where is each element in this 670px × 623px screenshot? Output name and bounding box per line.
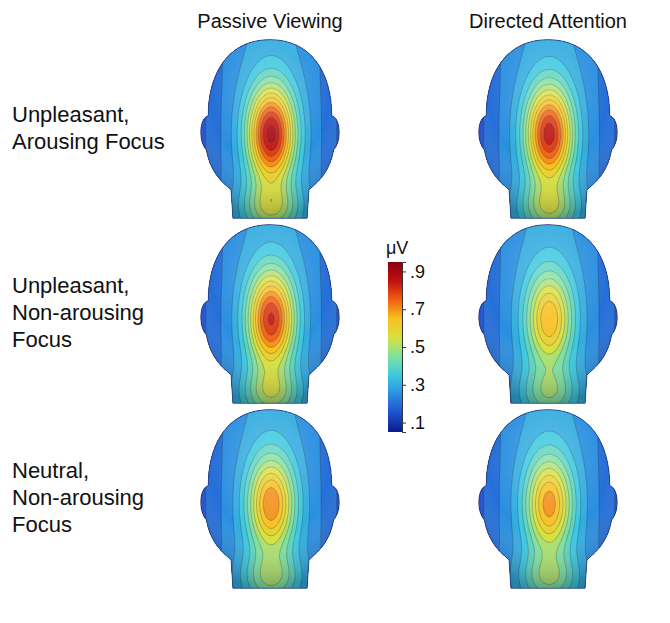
color-bar-tick-mark bbox=[402, 309, 406, 310]
head-shading bbox=[199, 223, 342, 404]
color-bar-tick-label: .1 bbox=[410, 413, 425, 433]
head-background bbox=[477, 38, 620, 219]
contours bbox=[477, 223, 622, 406]
row-label-line: Neutral, bbox=[12, 458, 89, 483]
head-shading bbox=[199, 408, 342, 589]
contour-band bbox=[199, 223, 344, 406]
row-label-line: Unpleasant, bbox=[12, 273, 129, 298]
color-bar-title: μV bbox=[386, 238, 408, 258]
contour-band bbox=[477, 223, 622, 406]
column-title: Directed Attention bbox=[469, 10, 627, 32]
contour-band bbox=[477, 408, 622, 591]
contour-band bbox=[477, 223, 622, 406]
contour-band bbox=[477, 38, 622, 221]
color-bar-tick: .9 bbox=[402, 262, 425, 282]
head-outline bbox=[201, 410, 339, 589]
contour-band bbox=[199, 408, 344, 591]
color-bar-tick-mark bbox=[402, 423, 406, 424]
contour-band bbox=[199, 408, 344, 591]
color-bar-tick-label: .9 bbox=[410, 262, 425, 282]
contour-band bbox=[199, 38, 344, 221]
contours bbox=[199, 223, 344, 406]
color-bar-tick-mark bbox=[402, 385, 406, 386]
row-label-line: Unpleasant, bbox=[12, 102, 129, 127]
contours bbox=[199, 408, 344, 591]
head-background bbox=[199, 38, 342, 219]
head-outline bbox=[479, 40, 617, 219]
head-background bbox=[477, 408, 620, 589]
head bbox=[199, 223, 344, 406]
row-label: Unpleasant,Arousing Focus bbox=[12, 102, 165, 154]
head-map bbox=[477, 223, 622, 406]
contours bbox=[477, 408, 622, 591]
contour-band bbox=[477, 408, 622, 591]
contour-band bbox=[199, 223, 344, 406]
head-background bbox=[199, 223, 342, 404]
head-shading bbox=[477, 408, 620, 589]
head bbox=[199, 408, 344, 591]
color-bar-tick-label: .5 bbox=[410, 337, 425, 357]
head-map bbox=[199, 408, 344, 591]
head-map bbox=[477, 408, 622, 591]
contour-band bbox=[477, 408, 622, 591]
color-bar-tick: .1 bbox=[402, 413, 425, 433]
row-label-line: Non-arousing bbox=[12, 485, 144, 510]
head-background bbox=[199, 408, 342, 589]
contour-band bbox=[199, 38, 344, 221]
head bbox=[477, 223, 622, 406]
contours bbox=[199, 38, 344, 221]
head bbox=[477, 38, 622, 221]
color-bar-tick-label: .7 bbox=[410, 299, 425, 319]
color-bar-tick: .3 bbox=[402, 375, 425, 395]
head-outline bbox=[201, 225, 339, 404]
head-shading bbox=[477, 38, 620, 219]
color-bar-tick-mark bbox=[402, 347, 406, 348]
figure: Passive Viewing Directed Attention Unpleas… bbox=[0, 0, 670, 623]
row-label-line: Non-arousing bbox=[12, 300, 144, 325]
head-outline bbox=[479, 225, 617, 404]
head bbox=[477, 408, 622, 591]
head-background bbox=[477, 223, 620, 404]
contour-band bbox=[199, 408, 344, 591]
row-label-line: Focus bbox=[12, 512, 72, 537]
color-bar-tick-label: .3 bbox=[410, 375, 425, 395]
row-label-line: Focus bbox=[12, 327, 72, 352]
row-label: Neutral,Non-arousingFocus bbox=[12, 458, 144, 537]
column-title: Passive Viewing bbox=[197, 10, 342, 32]
color-bar-axis-line bbox=[403, 263, 407, 433]
head-outline bbox=[201, 40, 339, 219]
head-map bbox=[477, 38, 622, 221]
color-bar-axis: .9 .7 .5 .3 .1 bbox=[402, 262, 425, 433]
row-label-line: Arousing Focus bbox=[12, 129, 165, 154]
contour-band bbox=[199, 223, 344, 406]
contour-band bbox=[199, 38, 344, 221]
head bbox=[199, 38, 344, 221]
contour-band bbox=[477, 38, 622, 221]
head-outline bbox=[479, 410, 617, 589]
contour-band bbox=[477, 223, 622, 406]
head-shading bbox=[199, 38, 342, 219]
color-bar-tick: .7 bbox=[402, 299, 425, 319]
head-map bbox=[199, 223, 344, 406]
color-bar-tick-mark bbox=[402, 271, 406, 272]
head-shading bbox=[477, 223, 620, 404]
color-bar bbox=[388, 262, 402, 432]
color-bar-tick: .5 bbox=[402, 337, 425, 357]
contours bbox=[477, 38, 622, 221]
row-label: Unpleasant,Non-arousingFocus bbox=[12, 273, 144, 352]
contour-band bbox=[477, 38, 622, 221]
head-map bbox=[199, 38, 344, 221]
